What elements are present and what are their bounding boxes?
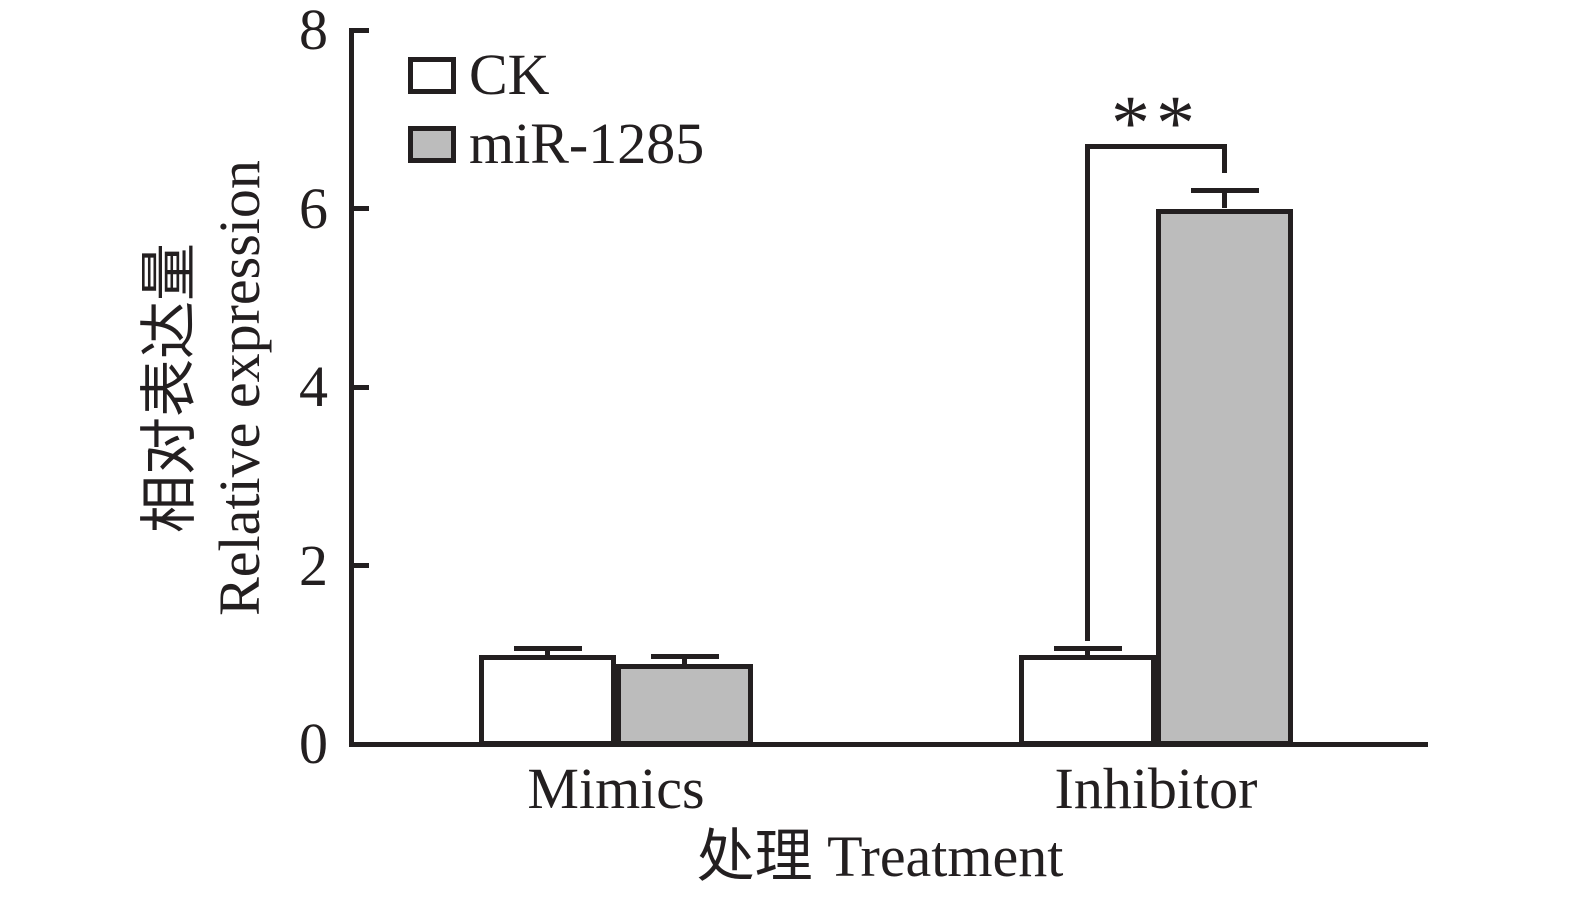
legend-label-ck: CK (469, 42, 550, 107)
y-axis-title-zh: 相对表达量 (137, 242, 202, 534)
legend-swatch-ck (408, 56, 456, 94)
legend: CK miR-1285 (408, 46, 704, 184)
error-bar-stub (545, 648, 550, 655)
y-tick (353, 563, 369, 568)
legend-label-mir1285: miR-1285 (469, 111, 705, 176)
y-tick-label: 6 (299, 175, 328, 241)
bar-ck-inhibitor (1019, 654, 1156, 746)
y-tick (353, 206, 369, 211)
error-bar-stub (1222, 190, 1227, 209)
y-axis-title-en: Relative expression (207, 160, 272, 616)
error-bar-cap (513, 646, 582, 651)
significance-label: ** (1111, 79, 1201, 166)
legend-item-ck: CK (408, 46, 704, 104)
y-axis-line (349, 28, 354, 747)
y-tick-label: 2 (299, 532, 328, 598)
legend-swatch-mir1285 (408, 125, 456, 163)
bar-mir-1285-inhibitor (1156, 208, 1293, 746)
error-bar-stub (682, 656, 687, 664)
error-bar-cap (650, 654, 719, 660)
significance-bracket-bar (1085, 143, 1227, 149)
category-label-inhibitor: Inhibitor (1054, 756, 1258, 821)
error-bar-cap (1190, 188, 1259, 194)
category-label-mimics: Mimics (527, 756, 705, 821)
bar-mir-1285-mimics (616, 663, 753, 746)
error-bar-stub (1085, 648, 1090, 655)
x-axis-title: 处理 Treatment (696, 824, 1064, 889)
y-axis-title: 相对表达量 Relative expression (135, 160, 275, 616)
legend-item-mir1285: miR-1285 (408, 115, 704, 173)
significance-bracket-left-leg (1085, 146, 1090, 642)
y-tick (353, 384, 369, 390)
significance-bracket-right-leg (1222, 146, 1227, 173)
x-axis-line (349, 742, 1428, 747)
error-bar-cap (1053, 646, 1122, 651)
y-tick-label: 0 (299, 711, 328, 776)
y-tick-label: 8 (299, 0, 328, 62)
bar-ck-mimics (479, 654, 616, 746)
y-tick (353, 27, 369, 33)
y-tick-label: 4 (299, 354, 328, 419)
